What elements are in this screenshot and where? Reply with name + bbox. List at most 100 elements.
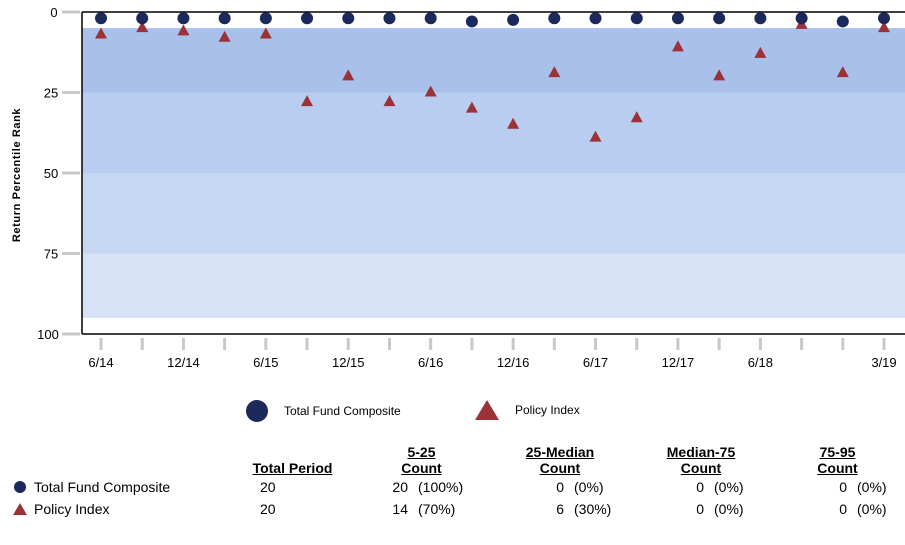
cell-pct: (0%) <box>574 479 604 495</box>
cell-pct: (0%) <box>857 501 887 517</box>
total-fund-composite-point <box>301 12 314 25</box>
shaded-band-3 <box>82 253 905 318</box>
total-fund-composite-point <box>424 12 437 25</box>
cell-pct: (100%) <box>418 479 464 495</box>
x-tick-label: 6/17 <box>583 355 608 370</box>
policy-index-point <box>754 46 767 58</box>
x-tick-label: 3/19 <box>871 355 896 370</box>
header-median-75: Median-75 Count <box>666 444 736 476</box>
axes <box>81 11 905 335</box>
policy-index-point <box>259 27 272 39</box>
policy-index-point <box>342 69 355 81</box>
shaded-band-2 <box>82 173 905 254</box>
policy-index-point <box>507 117 520 129</box>
cell-pct: (30%) <box>574 501 612 517</box>
circle-marker-icon <box>246 400 268 422</box>
percentile-rank-chart: 6/14 12/14 6/15 12/15 6/16 12/16 6/17 12/17 6/18… <box>11 5 905 370</box>
cell-count: 0 <box>556 479 564 495</box>
rank-count-table: Total Period 5-25 Count 25-Median Count Me… <box>0 444 905 520</box>
shaded-band-1 <box>82 92 905 173</box>
header-25-median: 25-Median Count <box>525 444 595 476</box>
table-row: Policy Index 20 14 (70%) 6 (30%) 0 (0%) … <box>0 498 905 520</box>
y-tick-label: 50 <box>44 166 58 181</box>
policy-index-point <box>424 85 437 97</box>
table-header-row: Total Period 5-25 Count 25-Median Count Me… <box>0 444 905 476</box>
shaded-bands <box>82 28 905 318</box>
cell-pct: (0%) <box>714 479 744 495</box>
total-fund-composite-point <box>259 12 272 25</box>
policy-index-point <box>218 30 231 42</box>
cell-pct: (0%) <box>714 501 744 517</box>
cell-count: 0 <box>839 501 847 517</box>
legend-label-policy: Policy Index <box>515 403 580 417</box>
x-tick-label: 6/18 <box>748 355 773 370</box>
y-tick-label: 75 <box>44 247 58 262</box>
cell-pct: (70%) <box>418 501 456 517</box>
total-fund-composite-point <box>548 12 561 25</box>
legend-label-fund: Total Fund Composite <box>284 404 401 418</box>
total-fund-composite-point <box>878 12 890 25</box>
x-axis-ticks: 6/14 12/14 6/15 12/15 6/16 12/16 6/17 12/17 6/18… <box>88 338 897 370</box>
policy-index-point <box>836 66 849 78</box>
policy-index-point <box>383 95 396 107</box>
policy-index-point <box>589 130 602 142</box>
chart-legend: Total Fund Composite Policy Index <box>0 400 905 430</box>
total-fund-composite-point <box>671 12 684 25</box>
x-tick-label: 12/14 <box>167 355 200 370</box>
y-tick-label: 25 <box>44 86 58 101</box>
cell-count: 0 <box>839 479 847 495</box>
cell-total: 20 <box>260 501 276 517</box>
total-fund-composite-point <box>177 12 190 25</box>
total-fund-composite-point <box>589 12 602 25</box>
header-75-95: 75-95 Count <box>817 444 858 476</box>
cell-count: 6 <box>556 501 564 517</box>
total-fund-composite-point <box>836 15 849 28</box>
header-total-period: Total Period <box>252 460 333 476</box>
policy-index-point <box>95 27 107 39</box>
cell-pct: (0%) <box>857 479 887 495</box>
cell-count: 0 <box>696 479 704 495</box>
x-tick-label: 12/15 <box>332 355 365 370</box>
total-fund-composite-point <box>383 12 396 25</box>
policy-index-point <box>465 101 478 113</box>
x-tick-label: 6/15 <box>253 355 278 370</box>
total-fund-composite-point <box>507 13 520 26</box>
policy-index-point <box>301 95 314 107</box>
total-fund-composite-point <box>218 12 231 25</box>
x-tick-label: 6/16 <box>418 355 443 370</box>
triangle-marker-icon <box>475 400 499 420</box>
x-tick-label: 12/17 <box>662 355 695 370</box>
total-fund-composite-point <box>95 12 107 25</box>
y-tick-label: 100 <box>37 327 59 342</box>
cell-total: 20 <box>260 479 276 495</box>
circle-marker-icon <box>14 481 26 493</box>
cell-count: 20 <box>392 479 408 495</box>
y-axis-ticks: 0 25 50 75 100 <box>37 5 80 342</box>
table-row: Total Fund Composite 20 20 (100%) 0 (0%)… <box>0 476 905 498</box>
total-fund-composite-point <box>795 12 808 25</box>
total-fund-composite-series <box>95 12 890 28</box>
legend-item-policy: Policy Index <box>475 400 580 420</box>
policy-index-point <box>878 21 890 33</box>
shaded-band-0 <box>82 28 905 93</box>
triangle-marker-icon <box>13 503 27 515</box>
row-label: Total Fund Composite <box>34 479 171 495</box>
legend-item-fund: Total Fund Composite <box>246 400 401 422</box>
row-label: Policy Index <box>34 501 110 517</box>
policy-index-point <box>713 69 726 81</box>
policy-index-point <box>177 24 190 36</box>
cell-count: 0 <box>696 501 704 517</box>
x-tick-label: 6/14 <box>88 355 113 370</box>
header-5-25: 5-25 Count <box>401 444 442 476</box>
y-axis-label: Return Percentile Rank <box>11 108 23 243</box>
policy-index-series <box>95 17 890 142</box>
total-fund-composite-point <box>342 12 355 25</box>
policy-index-point <box>630 111 643 123</box>
cell-count: 14 <box>392 501 408 517</box>
y-tick-label: 0 <box>50 5 57 20</box>
policy-index-point <box>136 21 149 33</box>
total-fund-composite-point <box>630 12 643 25</box>
policy-index-point <box>671 40 684 52</box>
x-tick-label: 12/16 <box>497 355 530 370</box>
total-fund-composite-point <box>465 15 478 28</box>
